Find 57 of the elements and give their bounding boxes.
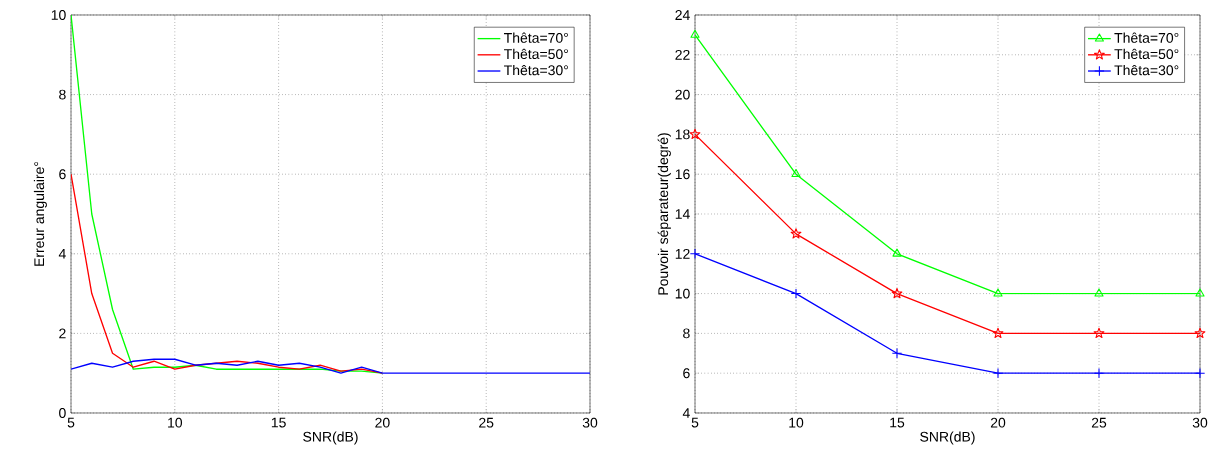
y-tick-label: 22	[675, 49, 690, 60]
x-axis-title: SNR(dB)	[303, 431, 358, 445]
x-tick-label: 10	[789, 417, 804, 428]
legend-label: Thêta=70°	[504, 32, 568, 43]
point	[1094, 288, 1104, 297]
y-tick-label: 2	[59, 328, 66, 339]
point	[1194, 327, 1206, 339]
point	[689, 248, 701, 259]
point	[791, 168, 801, 178]
y-tick-label: 10	[51, 10, 66, 20]
point	[1093, 367, 1105, 379]
x-axis-title: SNR(dB)	[920, 431, 975, 445]
point	[1195, 288, 1205, 297]
x-tick-label: 15	[271, 417, 286, 428]
point	[891, 287, 903, 299]
y-axis-title: Pouvoir séparateur(degré)	[657, 133, 671, 295]
x-tick-label: 10	[168, 417, 183, 428]
x-tick-label: 30	[1192, 417, 1208, 428]
point	[993, 288, 1003, 297]
y-tick-label: 12	[675, 248, 690, 259]
y-tick-label: 18	[675, 129, 690, 140]
x-tick-label: 25	[1091, 417, 1107, 428]
y-tick-label: 4	[58, 248, 66, 259]
y-tick-label: 10	[675, 288, 690, 299]
point	[1093, 327, 1105, 339]
y-tick-label: 14	[675, 209, 690, 219]
x-tick-label: 5	[67, 417, 75, 428]
point	[992, 327, 1004, 339]
y-tick-label: 16	[675, 169, 690, 180]
point	[992, 367, 1004, 379]
x-tick-label: 20	[990, 417, 1006, 428]
point	[689, 128, 701, 140]
legend-label: Thêta=50°	[1114, 48, 1179, 60]
x-tick-label: 15	[890, 417, 905, 428]
legend-label: Thêta=30°	[1114, 64, 1179, 76]
x-tick-label: 5	[691, 417, 699, 428]
y-tick-label: 6	[683, 368, 690, 379]
legend-label: Thêta=30°	[504, 64, 568, 76]
point	[790, 228, 802, 239]
y-tick-label: 6	[59, 169, 66, 180]
y-axis-title: Erreur angulaire°	[33, 161, 47, 266]
y-tick-label: 0	[59, 408, 66, 418]
legend-label: Thêta=50°	[504, 48, 568, 60]
x-tick-label: 30	[582, 417, 598, 428]
legend-label: Thêta=70°	[1114, 32, 1179, 43]
point	[690, 29, 700, 38]
y-tick-label: 4	[682, 408, 690, 418]
point	[790, 288, 802, 299]
y-tick-label: 20	[675, 89, 690, 100]
x-tick-label: 25	[479, 417, 494, 428]
y-tick-label: 8	[683, 328, 690, 339]
point	[1194, 367, 1206, 379]
point	[891, 348, 903, 359]
y-tick-label: 24	[675, 10, 690, 20]
y-tick-label: 8	[59, 89, 66, 100]
point	[892, 248, 902, 257]
x-tick-label: 20	[375, 417, 390, 428]
